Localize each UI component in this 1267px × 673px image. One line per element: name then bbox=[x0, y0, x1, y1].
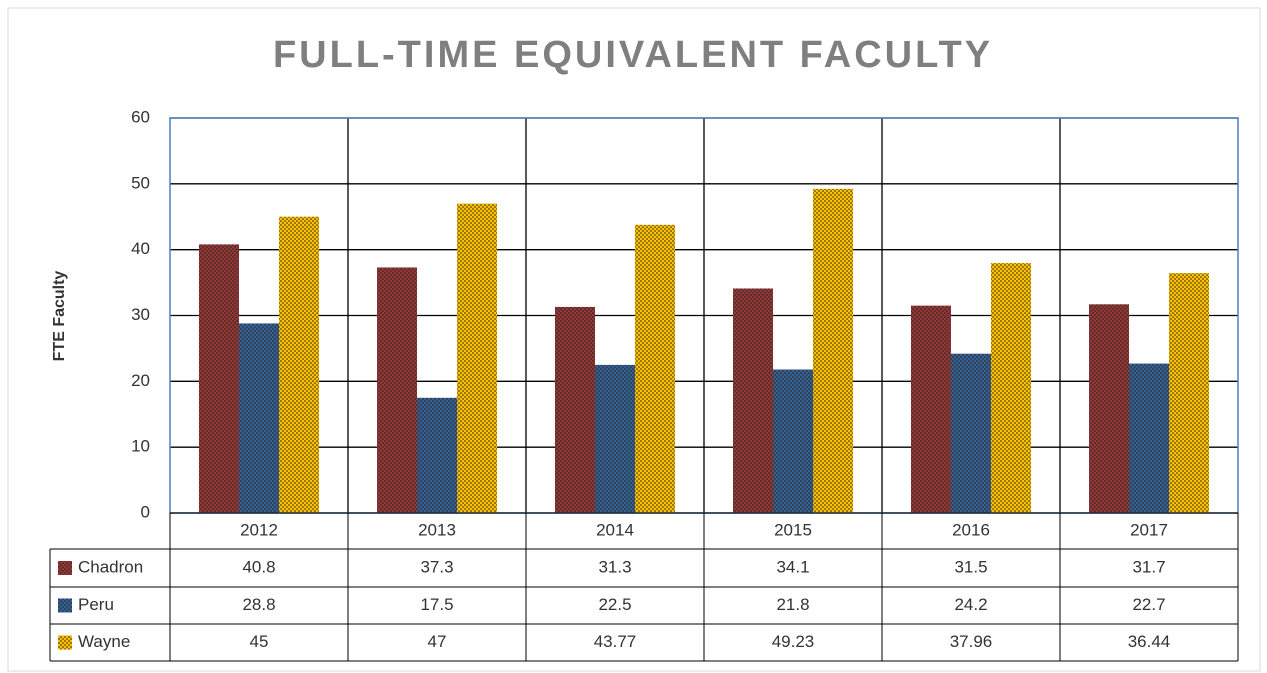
bar bbox=[733, 288, 773, 513]
table-value: 22.7 bbox=[1132, 595, 1165, 614]
table-value: 37.96 bbox=[950, 632, 993, 651]
bar bbox=[1129, 363, 1169, 513]
legend-label: Wayne bbox=[78, 632, 130, 651]
table-value: 22.5 bbox=[598, 595, 631, 614]
table-value: 37.3 bbox=[420, 557, 453, 576]
legend-label: Peru bbox=[78, 595, 114, 614]
bar bbox=[377, 267, 417, 513]
bar bbox=[635, 224, 675, 513]
chart-title: FULL-TIME EQUIVALENT FACULTY bbox=[273, 34, 993, 76]
table-value: 49.23 bbox=[772, 632, 815, 651]
bar bbox=[457, 203, 497, 514]
y-tick-label: 50 bbox=[131, 173, 150, 192]
table-value: 36.44 bbox=[1128, 632, 1171, 651]
table-value: 21.8 bbox=[776, 595, 809, 614]
table-value: 34.1 bbox=[776, 557, 809, 576]
bar bbox=[991, 263, 1031, 513]
table-value: 24.2 bbox=[954, 595, 987, 614]
y-tick-label: 40 bbox=[131, 239, 150, 258]
y-tick-label: 20 bbox=[131, 371, 150, 390]
bar bbox=[813, 188, 853, 513]
bar bbox=[417, 397, 457, 513]
x-tick-label: 2014 bbox=[596, 520, 634, 539]
y-tick-label: 10 bbox=[131, 437, 150, 456]
table-value: 43.77 bbox=[594, 632, 637, 651]
table-value: 31.5 bbox=[954, 557, 987, 576]
y-tick-label: 30 bbox=[131, 305, 150, 324]
bar bbox=[773, 369, 813, 513]
bar bbox=[911, 305, 951, 513]
x-tick-label: 2013 bbox=[418, 520, 456, 539]
x-tick-label: 2017 bbox=[1130, 520, 1168, 539]
x-tick-label: 2012 bbox=[240, 520, 278, 539]
table-value: 28.8 bbox=[242, 595, 275, 614]
bar bbox=[951, 353, 991, 513]
bar bbox=[199, 244, 239, 513]
x-tick-label: 2016 bbox=[952, 520, 990, 539]
table-value: 17.5 bbox=[420, 595, 453, 614]
legend-key bbox=[58, 598, 72, 613]
chart-frame bbox=[7, 7, 1261, 672]
bar bbox=[595, 364, 635, 513]
bar bbox=[1089, 304, 1129, 513]
table-value: 31.3 bbox=[598, 557, 631, 576]
y-tick-label: 0 bbox=[141, 502, 150, 521]
bar bbox=[279, 216, 319, 513]
legend-key bbox=[58, 635, 72, 650]
table-value: 47 bbox=[428, 632, 447, 651]
legend-key bbox=[58, 561, 72, 575]
y-axis-label: FTE Faculty bbox=[51, 271, 68, 362]
x-tick-label: 2015 bbox=[774, 520, 812, 539]
y-tick-label: 60 bbox=[131, 107, 150, 126]
table-value: 45 bbox=[250, 632, 269, 651]
table-value: 40.8 bbox=[242, 557, 275, 576]
bar bbox=[239, 323, 279, 513]
bar bbox=[555, 306, 595, 513]
table-value: 31.7 bbox=[1132, 557, 1165, 576]
bar bbox=[1169, 273, 1209, 513]
legend-label: Chadron bbox=[78, 557, 143, 576]
